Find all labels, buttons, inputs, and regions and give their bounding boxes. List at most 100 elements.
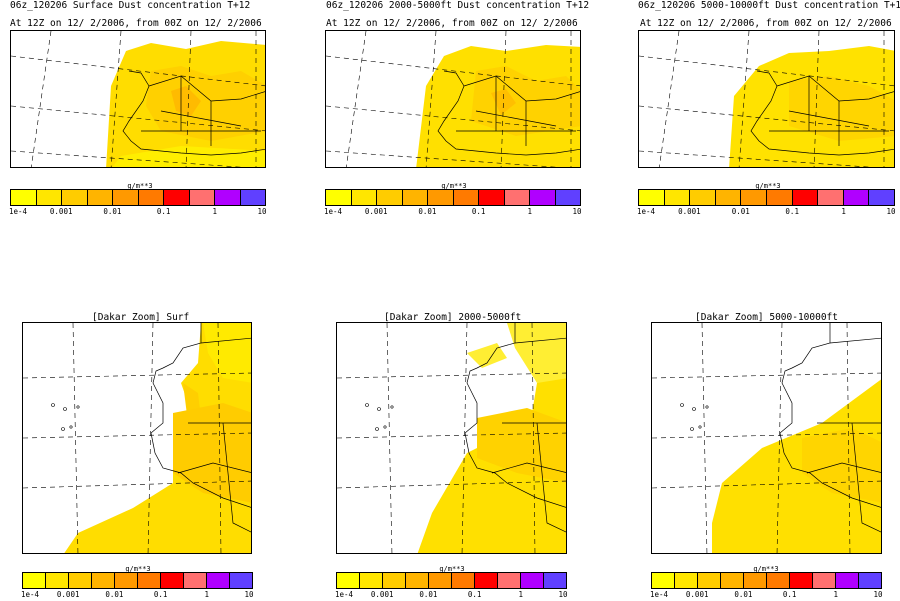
colorbar-swatch: [529, 190, 555, 205]
colorbar: [651, 572, 882, 589]
colorbar-unit: g/m**3: [755, 182, 781, 190]
colorbar-swatch: [714, 190, 741, 205]
colorbar-swatch: [376, 190, 402, 205]
colorbar-swatch: [554, 190, 580, 205]
colorbar-tick-label: 1e-4: [323, 207, 343, 216]
colorbar-unit: g/m**3: [125, 565, 151, 573]
colorbar-swatch: [160, 573, 183, 588]
colorbar-swatch: [663, 190, 690, 205]
colorbar-swatch: [112, 190, 138, 205]
colorbar-swatch: [639, 190, 664, 205]
colorbar: [325, 189, 581, 206]
colorbar-swatch: [137, 573, 160, 588]
colorbar-unit: g/m**3: [439, 565, 465, 573]
colorbar-swatch: [188, 190, 214, 205]
panel-title-surface: 06z_120206 Surface Dust concentration T+…: [10, 0, 251, 11]
colorbar-swatch: [743, 573, 766, 588]
panel-subtitle-2000-5000: At 12Z on 12/ 2/2006, from 00Z on 12/ 2/…: [326, 18, 578, 29]
map-dakar-2000-5000: [336, 322, 567, 554]
colorbar-swatch: [740, 190, 766, 205]
colorbar-tick-label: 0.001: [685, 590, 709, 599]
colorbar-swatch: [326, 190, 351, 205]
colorbar-unit: g/m**3: [753, 565, 779, 573]
colorbar-swatch: [183, 573, 206, 588]
colorbar-swatch: [163, 190, 189, 205]
colorbar-swatch: [697, 573, 720, 588]
colorbar-tick-label: 10: [257, 207, 267, 216]
map-dakar-surf: [22, 322, 252, 554]
colorbar-tick-label: 0.1: [471, 207, 486, 216]
colorbar-tick-label: 0.001: [364, 207, 388, 216]
colorbar-tick-label: 1: [518, 590, 524, 599]
colorbar-swatch: [474, 573, 497, 588]
colorbar-tick-label: 0.1: [156, 207, 171, 216]
colorbar-swatch: [765, 190, 792, 205]
colorbar: [638, 189, 895, 206]
map-5000-10000-dust: [638, 30, 895, 168]
colorbar-tick-label: 1e-4: [636, 207, 656, 216]
colorbar-tick-label: 10: [886, 207, 896, 216]
colorbar: [22, 572, 253, 589]
colorbar-swatch: [405, 573, 428, 588]
colorbar-swatch: [229, 573, 252, 588]
colorbar-swatch: [497, 573, 520, 588]
colorbar-swatch: [86, 190, 112, 205]
panel-title-5000-10000: 06z_120206 5000-10000ft Dust concentrati…: [638, 0, 900, 11]
colorbar-swatch: [766, 573, 789, 588]
colorbar-swatch: [35, 190, 61, 205]
colorbar-swatch: [720, 573, 743, 588]
colorbar-tick-label: 10: [558, 590, 568, 599]
colorbar-tick-label: 1: [212, 207, 218, 216]
colorbar-swatch: [812, 573, 835, 588]
colorbar-swatch: [45, 573, 68, 588]
colorbar-tick-label: 0.01: [419, 590, 438, 599]
colorbar: [10, 189, 266, 206]
colorbar-swatch: [674, 573, 697, 588]
colorbar-tick-label: 0.001: [370, 590, 394, 599]
colorbar-tick-label: 1e-4: [20, 590, 40, 599]
map-2000-5000-dust: [325, 30, 581, 168]
colorbar-tick-label: 0.01: [734, 590, 753, 599]
colorbar-swatch: [689, 190, 715, 205]
panel-title-dakar-surf: [Dakar Zoom] Surf: [92, 312, 190, 323]
panel-subtitle-surface: At 12Z on 12/ 2/2006, from 00Z on 12/ 2/…: [10, 18, 262, 29]
colorbar-swatch: [239, 190, 265, 205]
colorbar-tick-label: 0.01: [103, 207, 122, 216]
colorbar-swatch: [350, 190, 376, 205]
colorbar-swatch: [359, 573, 382, 588]
colorbar-tick-label: 0.001: [56, 590, 80, 599]
colorbar-swatch: [520, 573, 543, 588]
colorbar: [336, 572, 567, 589]
colorbar-swatch: [23, 573, 45, 588]
map-surface-dust: [10, 30, 266, 168]
colorbar-swatch: [401, 190, 427, 205]
colorbar-tick-label: 1e-4: [334, 590, 354, 599]
colorbar-swatch: [478, 190, 504, 205]
colorbar-tick-label: 0.1: [153, 590, 168, 599]
panel-title-dakar-2000-5000: [Dakar Zoom] 2000-5000ft: [384, 312, 522, 323]
colorbar-swatch: [428, 573, 451, 588]
panel-subtitle-5000-10000: At 12Z on 12/ 2/2006, from 00Z on 12/ 2/…: [640, 18, 892, 29]
colorbar-swatch: [214, 190, 240, 205]
colorbar-tick-label: 0.001: [49, 207, 73, 216]
colorbar-unit: g/m**3: [441, 182, 467, 190]
colorbar-tick-label: 0.01: [418, 207, 437, 216]
map-dakar-5000-10000: [651, 322, 882, 554]
colorbar-swatch: [427, 190, 453, 205]
colorbar-tick-label: 10: [572, 207, 582, 216]
colorbar-swatch: [382, 573, 405, 588]
colorbar-swatch: [91, 573, 114, 588]
colorbar-tick-label: 0.01: [731, 207, 750, 216]
colorbar-swatch: [206, 573, 229, 588]
panel-title-2000-5000: 06z_120206 2000-5000ft Dust concentratio…: [326, 0, 590, 11]
colorbar-swatch: [68, 573, 91, 588]
colorbar-tick-label: 0.1: [782, 590, 797, 599]
colorbar-swatch: [652, 573, 674, 588]
colorbar-swatch: [452, 190, 478, 205]
colorbar-tick-label: 1e-4: [8, 207, 28, 216]
colorbar-swatch: [835, 573, 858, 588]
colorbar-tick-label: 1: [841, 207, 846, 216]
colorbar-tick-label: 0.1: [467, 590, 482, 599]
colorbar-tick-label: 10: [244, 590, 254, 599]
colorbar-swatch: [791, 190, 818, 205]
